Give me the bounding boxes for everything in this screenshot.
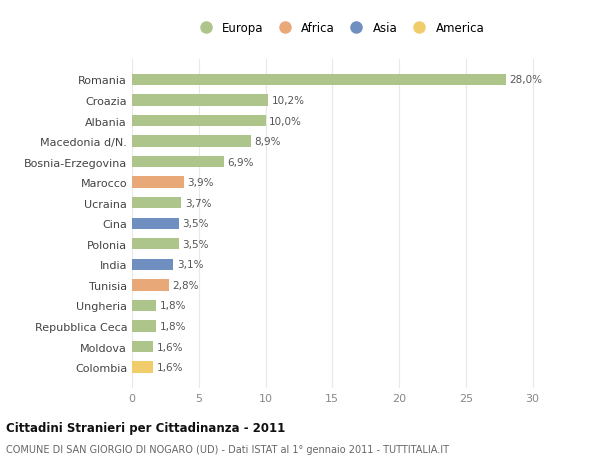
Text: 3,7%: 3,7% <box>185 198 211 208</box>
Text: 10,0%: 10,0% <box>269 116 302 126</box>
Text: 10,2%: 10,2% <box>272 96 305 106</box>
Text: 8,9%: 8,9% <box>254 137 281 147</box>
Bar <box>132 239 179 250</box>
Bar <box>132 362 154 373</box>
Text: 28,0%: 28,0% <box>509 75 542 85</box>
Bar <box>132 300 156 311</box>
Bar <box>132 341 154 353</box>
Bar <box>132 95 268 106</box>
Bar <box>132 177 184 188</box>
Legend: Europa, Africa, Asia, America: Europa, Africa, Asia, America <box>189 17 489 39</box>
Text: 1,8%: 1,8% <box>160 301 186 311</box>
Text: 3,5%: 3,5% <box>182 239 209 249</box>
Text: 1,6%: 1,6% <box>157 342 183 352</box>
Text: 1,6%: 1,6% <box>157 362 183 372</box>
Bar <box>132 136 251 147</box>
Bar <box>132 116 266 127</box>
Text: 2,8%: 2,8% <box>173 280 199 290</box>
Bar <box>132 157 224 168</box>
Text: COMUNE DI SAN GIORGIO DI NOGARO (UD) - Dati ISTAT al 1° gennaio 2011 - TUTTITALI: COMUNE DI SAN GIORGIO DI NOGARO (UD) - D… <box>6 444 449 454</box>
Text: Cittadini Stranieri per Cittadinanza - 2011: Cittadini Stranieri per Cittadinanza - 2… <box>6 421 285 434</box>
Bar <box>132 321 156 332</box>
Text: 1,8%: 1,8% <box>160 321 186 331</box>
Bar <box>132 75 506 86</box>
Bar <box>132 280 169 291</box>
Bar <box>132 259 173 270</box>
Text: 3,9%: 3,9% <box>187 178 214 188</box>
Bar <box>132 198 181 209</box>
Text: 3,5%: 3,5% <box>182 219 209 229</box>
Text: 6,9%: 6,9% <box>227 157 254 167</box>
Bar <box>132 218 179 230</box>
Text: 3,1%: 3,1% <box>177 260 203 270</box>
